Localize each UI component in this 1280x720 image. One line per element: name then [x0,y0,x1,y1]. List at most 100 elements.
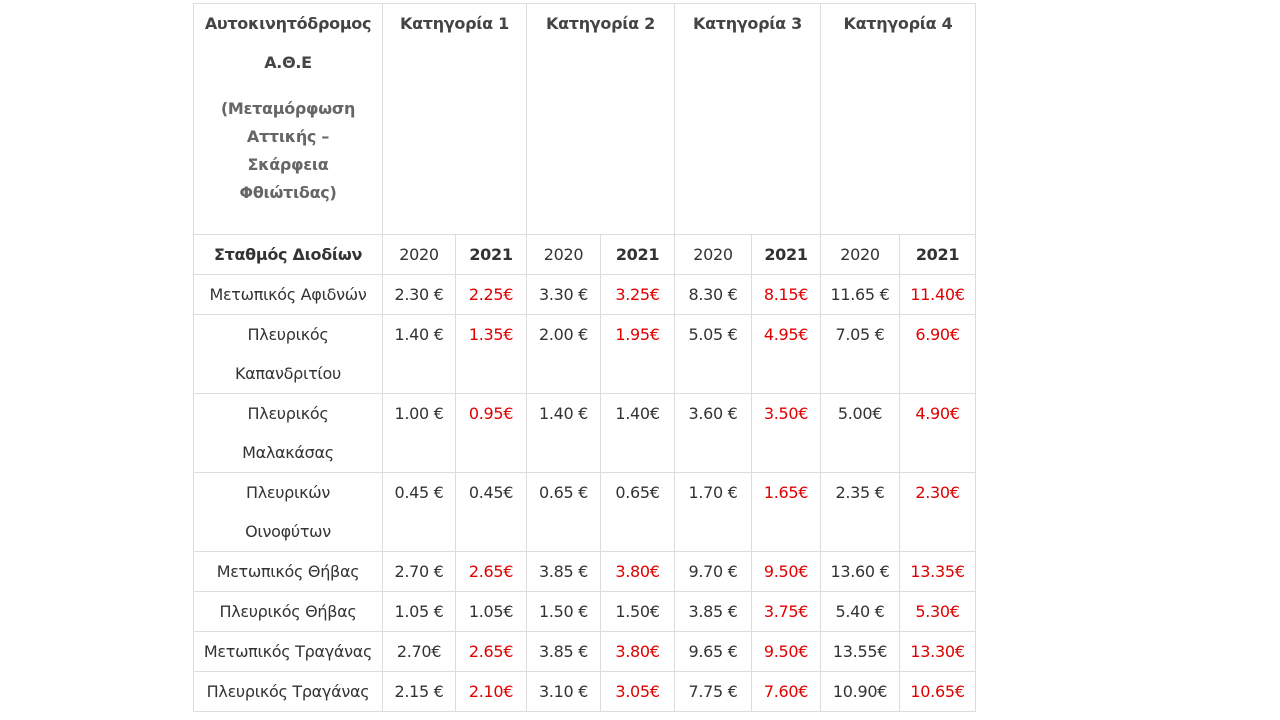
price-cell: 2.70€ [382,631,456,672]
price-cell: 3.80€ [600,631,675,672]
price-cell: 2.30 € [382,274,456,315]
category-header: Κατηγορία 2 [526,3,675,235]
subheader-cell: Σταθμός Διοδίων [193,234,383,275]
price-cell: 1.40 € [526,393,601,473]
price-cell: 3.85 € [674,591,752,632]
price-cell: 3.25€ [600,274,675,315]
price-cell: 9.50€ [751,551,821,592]
price-cell: 3.75€ [751,591,821,632]
price-cell: 7.60€ [751,671,821,712]
subheader-row: Σταθμός Διοδίων 2020 2021 2020 2021 2020 2021 2… [193,234,976,275]
price-cell: 0.65 € [526,472,601,552]
price-cell: 2.70 € [382,551,456,592]
price-cell: 1.40 € [382,314,456,394]
table-body: Αυτοκινητόδρομος Α.Θ.Ε (Μεταμόρφωση Αττική… [193,3,976,712]
station-cell: Μετωπικός Τραγάνας [193,631,383,672]
price-cell: 2.65€ [455,551,527,592]
price-cell: 1.05 € [382,591,456,632]
price-cell: 1.40€ [600,393,675,473]
subheader-cell: 2021 [899,234,976,275]
price-cell: 3.30 € [526,274,601,315]
price-cell: 7.05 € [820,314,900,394]
price-cell: 11.65 € [820,274,900,315]
price-cell: 6.90€ [899,314,976,394]
price-cell: 5.05 € [674,314,752,394]
price-cell: 0.45€ [455,472,527,552]
price-cell: 3.60 € [674,393,752,473]
price-cell: 0.65€ [600,472,675,552]
header-row: Αυτοκινητόδρομος Α.Θ.Ε (Μεταμόρφωση Αττική… [193,3,976,235]
price-cell: 1.50 € [526,591,601,632]
station-cell: Πλευρικός Θήβας [193,591,383,632]
station-name: Καπανδριτίου [234,364,341,383]
station-cell: Πλευρικός Καπανδριτίου [193,314,383,394]
price-cell: 9.65 € [674,631,752,672]
price-cell: 9.50€ [751,631,821,672]
price-cell: 1.95€ [600,314,675,394]
header-subtitle: (Μεταμόρφωση Αττικής – Σκάρφεια Φθιώτιδα… [220,99,356,202]
price-cell: 7.75 € [674,671,752,712]
price-cell: 1.00 € [382,393,456,473]
header-title-cell: Αυτοκινητόδρομος Α.Θ.Ε (Μεταμόρφωση Αττική… [193,3,383,235]
price-cell: 5.30€ [899,591,976,632]
header-title: Αυτοκινητόδρομος [204,14,372,33]
price-cell: 5.00€ [820,393,900,473]
price-cell: 2.65€ [455,631,527,672]
price-cell: 2.30€ [899,472,976,552]
price-cell: 0.45 € [382,472,456,552]
subheader-cell: 2021 [600,234,675,275]
price-cell: 8.15€ [751,274,821,315]
station-cell: Πλευρικών Οινοφύτων [193,472,383,552]
price-cell: 1.05€ [455,591,527,632]
price-cell: 13.60 € [820,551,900,592]
price-cell: 9.70 € [674,551,752,592]
station-cell: Πλευρικός Μαλακάσας [193,393,383,473]
data-row: Μετωπικός Αφιδνών 2.30 €2.25€ 3.30 €3.25€ 8… [193,274,976,315]
station-cell: Μετωπικός Θήβας [193,551,383,592]
price-cell: 13.35€ [899,551,976,592]
subheader-cell: 2020 [526,234,601,275]
subheader-cell: 2021 [751,234,821,275]
station-name: Πλευρικών [245,483,331,502]
header-title: Α.Θ.Ε [264,53,312,72]
price-cell: 1.35€ [455,314,527,394]
price-cell: 2.10€ [455,671,527,712]
price-cell: 2.25€ [455,274,527,315]
station-name: Μετωπικός Θήβας [216,562,360,581]
price-cell: 3.50€ [751,393,821,473]
data-row: Μετωπικός Θήβας 2.70 €2.65€ 3.85 €3.80€ 9.7… [193,551,976,592]
price-cell: 3.10 € [526,671,601,712]
station-name: Μετωπικός Τραγάνας [203,642,373,661]
station-name: Πλευρικός [247,404,329,423]
station-name: Μαλακάσας [242,443,334,462]
price-cell: 0.95€ [455,393,527,473]
station-name: Μετωπικός Αφιδνών [209,285,367,304]
toll-table: Αυτοκινητόδρομος Α.Θ.Ε (Μεταμόρφωση Αττική… [193,3,976,712]
price-cell: 10.90€ [820,671,900,712]
data-row: Πλευρικός Καπανδριτίου 1.40 €1.35€ 2.00 €1.… [193,314,976,394]
price-cell: 3.85 € [526,551,601,592]
subheader-cell: 2021 [455,234,527,275]
data-row: Πλευρικός Μαλακάσας 1.00 €0.95€ 1.40 €1.40€… [193,393,976,473]
price-cell: 1.50€ [600,591,675,632]
price-cell: 3.80€ [600,551,675,592]
price-cell: 4.95€ [751,314,821,394]
price-cell: 3.85 € [526,631,601,672]
subheader-cell: 2020 [382,234,456,275]
subheader-cell: 2020 [674,234,752,275]
station-name: Πλευρικός [247,325,329,344]
subheader-cell: 2020 [820,234,900,275]
price-cell: 1.65€ [751,472,821,552]
price-cell: 2.00 € [526,314,601,394]
station-name: Πλευρικός Τραγάνας [206,682,370,701]
data-row: Πλευρικός Τραγάνας 2.15 €2.10€ 3.10 €3.05€… [193,671,976,712]
price-cell: 13.55€ [820,631,900,672]
price-cell: 11.40€ [899,274,976,315]
station-name: Οινοφύτων [245,522,331,541]
station-name: Πλευρικός Θήβας [219,602,357,621]
station-cell: Πλευρικός Τραγάνας [193,671,383,712]
data-row: Πλευρικών Οινοφύτων 0.45 €0.45€ 0.65 €0.65€… [193,472,976,552]
price-cell: 2.15 € [382,671,456,712]
category-header: Κατηγορία 4 [820,3,976,235]
